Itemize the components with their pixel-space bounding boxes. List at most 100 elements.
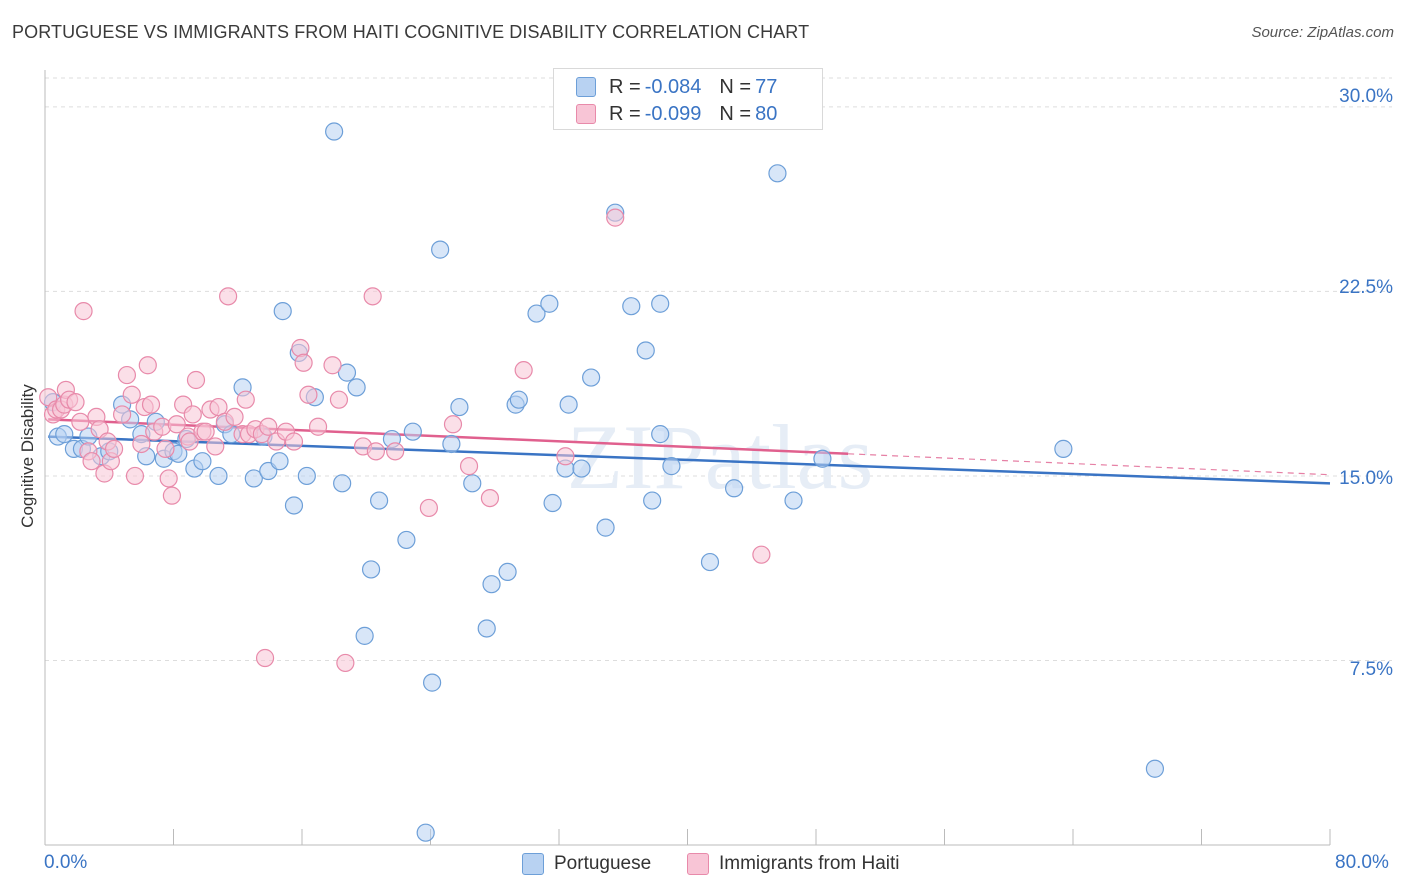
haiti-point xyxy=(255,648,275,668)
data-points xyxy=(39,122,1165,842)
haiti-point xyxy=(180,432,199,451)
portuguese-point xyxy=(596,518,615,537)
legend-row-portuguese: R = -0.084 N = 77 xyxy=(576,75,777,99)
haiti-point xyxy=(336,653,355,673)
portuguese-point xyxy=(403,422,422,441)
haiti-point xyxy=(308,417,328,436)
haiti-point xyxy=(219,287,238,306)
legend-row-haiti: R = -0.099 N = 80 xyxy=(576,102,777,126)
portuguese-point xyxy=(813,449,832,468)
x-tick-label-max: 80.0% xyxy=(1335,852,1389,873)
haiti-point xyxy=(162,486,181,505)
haiti-point xyxy=(556,447,575,466)
portuguese-point xyxy=(636,341,655,360)
portuguese-point xyxy=(1054,439,1073,458)
portuguese-n-value: 77 xyxy=(755,75,778,98)
haiti-point xyxy=(225,407,244,427)
y-tick-label-7-5: 7.5% xyxy=(1349,659,1393,680)
axes xyxy=(44,70,1331,846)
portuguese-point xyxy=(244,469,263,488)
portuguese-point xyxy=(337,363,357,382)
haiti-point xyxy=(104,439,124,458)
haiti-point xyxy=(156,439,175,458)
portuguese-point xyxy=(442,434,461,454)
portuguese-legend-label: Portuguese xyxy=(554,853,652,874)
haiti-n-value: 80 xyxy=(755,102,778,125)
haiti-legend-label: Immigrants from Haiti xyxy=(719,853,900,874)
portuguese-point xyxy=(498,562,517,582)
portuguese-point xyxy=(270,452,289,471)
portuguese-point xyxy=(768,164,787,183)
haiti-point xyxy=(167,415,186,434)
haiti-point xyxy=(443,415,463,434)
haiti-point xyxy=(480,488,500,508)
portuguese-point xyxy=(622,297,641,316)
portuguese-point xyxy=(209,466,228,486)
portuguese-point xyxy=(423,673,442,692)
portuguese-point xyxy=(477,619,496,638)
portuguese-point xyxy=(1145,759,1165,778)
haiti-point xyxy=(66,393,85,412)
stats-legend: R = -0.084 N = 77 R = -0.099 N = 80 xyxy=(553,68,823,130)
portuguese-point xyxy=(297,466,316,486)
portuguese-point xyxy=(784,491,803,510)
haiti-point xyxy=(363,287,382,306)
portuguese-point xyxy=(55,425,74,444)
haiti-swatch xyxy=(576,104,596,124)
portuguese-point xyxy=(559,395,578,414)
portuguese-point xyxy=(463,474,482,493)
portuguese-point xyxy=(431,240,450,259)
haiti-point xyxy=(141,395,161,414)
portuguese-point xyxy=(193,452,212,471)
haiti-point xyxy=(259,417,278,436)
portuguese-legend-swatch xyxy=(522,853,544,875)
haiti-point xyxy=(125,466,145,486)
haiti-point xyxy=(71,412,90,431)
portuguese-point xyxy=(450,397,469,417)
portuguese-point xyxy=(651,425,670,444)
portuguese-point xyxy=(700,552,720,572)
portuguese-point xyxy=(397,530,416,550)
haiti-point xyxy=(196,422,215,441)
haiti-point xyxy=(606,208,625,227)
haiti-point xyxy=(112,405,132,424)
portuguese-point xyxy=(540,294,559,313)
haiti-point xyxy=(186,370,206,390)
portuguese-point xyxy=(662,457,681,476)
portuguese-point xyxy=(370,491,389,510)
haiti-point xyxy=(459,457,479,476)
haiti-point xyxy=(206,437,225,456)
y-tick-label-22-5: 22.5% xyxy=(1339,277,1393,298)
haiti-r-value: -0.099 xyxy=(644,102,702,125)
haiti-point xyxy=(752,545,771,564)
haiti-point xyxy=(386,442,405,461)
haiti-point xyxy=(117,365,137,385)
portuguese-swatch xyxy=(576,77,596,97)
haiti-point xyxy=(138,356,157,375)
portuguese-point xyxy=(527,304,546,323)
portuguese-point xyxy=(347,378,366,397)
haiti-point xyxy=(236,390,255,409)
haiti-point xyxy=(183,405,202,424)
haiti-legend-swatch xyxy=(687,853,709,875)
legend-item-haiti[interactable]: Immigrants from Haiti xyxy=(687,852,900,876)
portuguese-point xyxy=(325,122,344,141)
portuguese-point xyxy=(724,479,744,498)
haiti-point xyxy=(291,338,310,358)
portuguese-point xyxy=(651,294,670,313)
portuguese-point xyxy=(572,459,591,478)
haiti-point xyxy=(366,442,385,461)
portuguese-point xyxy=(361,560,381,579)
grid-lines xyxy=(45,77,1392,661)
portuguese-point xyxy=(543,493,562,513)
portuguese-point xyxy=(273,302,292,321)
haiti-point xyxy=(323,356,342,375)
y-axis-label: Cognitive Disability xyxy=(18,384,37,528)
portuguese-point xyxy=(582,368,601,387)
haiti-point xyxy=(122,385,141,404)
haiti-point xyxy=(514,361,533,380)
portuguese-point xyxy=(355,626,374,645)
legend-item-portuguese[interactable]: Portuguese xyxy=(522,852,651,876)
haiti-point xyxy=(329,390,349,409)
